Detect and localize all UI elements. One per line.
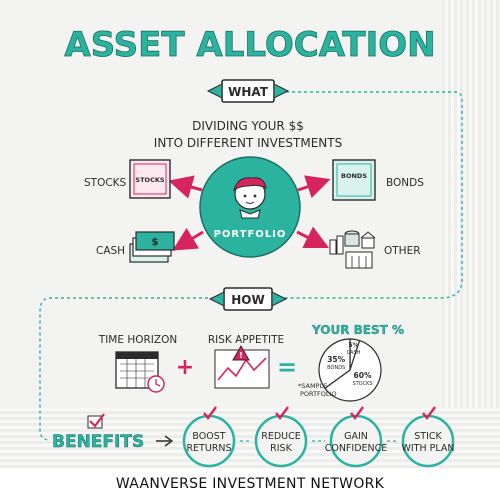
benefit-line-1: GAIN [344,431,368,442]
check-icon [422,406,436,420]
benefit-line-2: RISK [270,443,292,454]
what-line-1: DIVIDING YOUR $$ [192,119,304,133]
svg-text:!: ! [239,351,243,360]
flow-dashed-line [39,91,463,441]
stocks-certificate-text: STOCKS [135,176,164,184]
portfolio-node: PORTFOLIO [199,156,301,258]
risk-chart-icon: ! [214,344,270,389]
your-best-title: YOUR BEST % [311,323,404,337]
cash-dollar-sign: $ [152,237,159,248]
pie-value-bonds: 35% [327,355,345,364]
other-assets-icon [329,230,376,269]
pie-label-stocks: STOCKS [352,381,372,387]
arrow-to-other [296,226,330,249]
bonds-label: BONDS [386,177,424,189]
other-label: OTHER [384,245,421,257]
plus-sign: + [176,355,194,380]
benefits-list: BOOSTRETURNSREDUCERISKGAINCONFIDENCESTIC… [182,406,455,468]
diagram-canvas: ASSET ALLOCATION WHAT DIVIDING YOUR $$ I… [39,25,463,468]
portfolio-label: PORTFOLIO [214,229,287,240]
person-icon [233,177,267,219]
benefit-line-1: REDUCE [261,431,301,442]
stocks-certificate-icon: STOCKS [129,159,171,199]
what-tag: WHAT [206,79,290,103]
sample-note-line-1: *SAMPLE [298,382,327,390]
benefit-line-2: CONFIDENCE [325,443,388,454]
benefit-line-1: BOOST [192,431,225,442]
what-tag-label: WHAT [228,85,269,99]
check-icon [203,406,217,420]
pie-label-bonds: BONDS [327,365,345,371]
risk-appetite-label: RISK APPETITE [208,334,284,346]
arrow-to-stocks [168,175,203,199]
benefit-line-1: STICK [414,431,442,442]
pie-slice-bonds [318,338,351,390]
footer-brand: WAANVERSE INVESTMENT NETWORK [0,468,500,500]
check-icon [275,406,289,420]
page-title: ASSET ALLOCATION [64,25,435,65]
cash-label: CASH [96,245,125,257]
benefits-check-icon [87,413,105,429]
calendar-icon [115,351,165,393]
pie-value-stocks: 60% [354,371,372,380]
benefit-line-2: WITH PLAN [401,443,454,454]
cash-stack-icon: $ [129,231,175,263]
bonds-certificate-icon: BONDS [332,159,376,201]
sample-note-line-2: PORTFOLIO [300,390,337,398]
arrow-to-bonds [297,175,331,199]
benefit-line-2: RETURNS [186,443,231,454]
arrow-to-cash [172,227,204,251]
how-tag: HOW [208,287,288,311]
what-line-2: INTO DIFFERENT INVESTMENTS [154,136,342,150]
bonds-certificate-text: BONDS [341,172,367,180]
pie-slice-stocks [324,339,382,402]
sample-portfolio-pie-chart: 5%CASH 60%STOCKS 35%BONDS [318,338,382,402]
pie-label-cash: CASH [347,350,361,356]
check-icon [350,406,364,420]
time-horizon-label: TIME HORIZON [98,334,177,346]
how-tag-label: HOW [231,293,264,307]
napkin-textured-border [442,0,500,468]
stocks-label: STOCKS [84,177,127,189]
equals-sign: = [277,353,297,381]
benefits-title: BENEFITS [52,432,144,452]
pie-value-cash: 5% [348,342,358,349]
benefits-arrow [156,435,174,447]
